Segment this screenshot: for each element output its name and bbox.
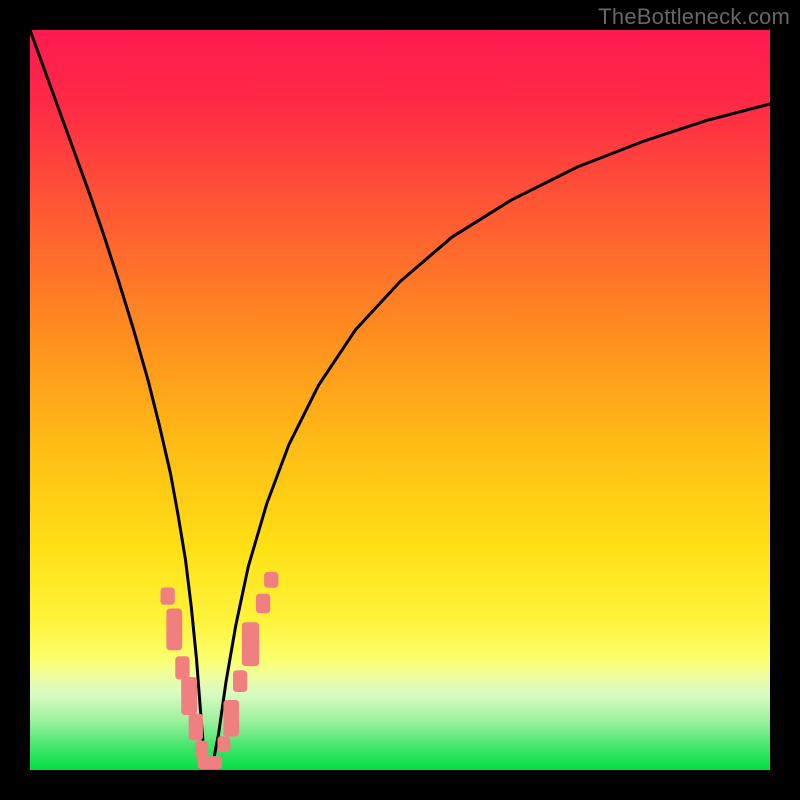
data-marker	[256, 594, 269, 613]
watermark-text: TheBottleneck.com	[598, 4, 790, 30]
data-marker	[176, 657, 189, 679]
data-marker	[265, 572, 278, 587]
data-marker	[218, 737, 230, 752]
curve-layer	[30, 30, 770, 770]
curve-right	[214, 104, 770, 760]
data-marker	[224, 700, 239, 736]
curve-left	[30, 30, 206, 760]
chart-frame: TheBottleneck.com	[0, 0, 800, 800]
data-marker	[167, 609, 182, 650]
data-marker	[242, 623, 258, 666]
data-marker	[161, 588, 174, 604]
data-marker	[182, 678, 197, 715]
data-marker	[234, 671, 247, 692]
data-marker	[189, 714, 202, 740]
plot-area	[30, 30, 770, 770]
data-marker	[196, 741, 208, 757]
data-marker	[198, 757, 222, 769]
